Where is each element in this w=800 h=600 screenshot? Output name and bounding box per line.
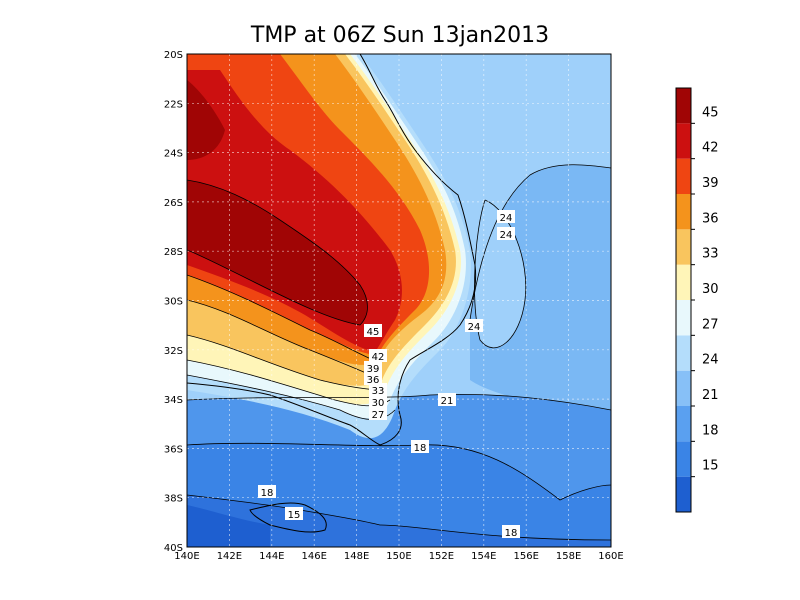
colorbar-segment xyxy=(676,476,691,512)
contour-label-box xyxy=(285,507,303,520)
contour-label-box xyxy=(438,393,456,406)
colorbar: 15 18 21 24 27 30 33 36 39 42 45 xyxy=(675,87,719,513)
colorbar-label: 30 xyxy=(702,282,719,297)
contour-label-box xyxy=(369,349,387,362)
lon-tick-label: 146E xyxy=(301,551,326,562)
lon-tick-label: 160E xyxy=(598,551,623,562)
contour-label: 24 xyxy=(500,213,513,224)
colorbar-label: 18 xyxy=(702,423,719,438)
contour-label: 45 xyxy=(367,327,380,338)
contour-label: 24 xyxy=(500,230,513,241)
lon-tick-label: 142E xyxy=(217,551,242,562)
colorbar-label: 36 xyxy=(702,211,719,226)
colorbar-segment xyxy=(676,264,691,300)
lon-tick-label: 140E xyxy=(174,551,199,562)
lat-tick-label: 22S xyxy=(164,99,183,110)
ocean-band-15 xyxy=(187,495,611,547)
coastline-south xyxy=(249,502,327,533)
contour-label: 18 xyxy=(414,443,427,454)
land-tasmania-cold xyxy=(187,505,270,547)
colorbar-segment xyxy=(676,300,691,336)
map-title: TMP at 06Z Sun 13jan2013 xyxy=(250,23,549,48)
land-band-hot-core xyxy=(187,180,368,325)
colorbar-label: 42 xyxy=(702,141,719,156)
colorbar-label: 24 xyxy=(702,353,719,368)
contour-label-box xyxy=(369,383,387,396)
colorbar-segment xyxy=(676,88,691,124)
contour-label: 21 xyxy=(441,396,454,407)
lon-tick-label: 148E xyxy=(344,551,369,562)
latitude-tick-labels: 20S 22S 24S 26S 28S 30S 32S 34S 36S 38S 40S xyxy=(164,50,183,554)
colorbar-label: 15 xyxy=(702,459,719,474)
lon-tick-label: 156E xyxy=(513,551,538,562)
contour-label: 39 xyxy=(367,364,380,375)
contour-label: 30 xyxy=(372,398,385,409)
contour-label: 15 xyxy=(288,510,301,521)
plot-area xyxy=(187,54,611,547)
lon-tick-label: 144E xyxy=(259,551,284,562)
longitude-tick-labels: 140E 142E 144E 146E 148E 150E 152E 154E 156E 158E… xyxy=(174,551,623,562)
lat-tick-label: 34S xyxy=(164,395,183,406)
contour-label-box xyxy=(258,485,276,498)
contour-label-box xyxy=(364,361,382,374)
contour-label-box xyxy=(364,324,382,337)
lat-tick-label: 26S xyxy=(164,198,183,209)
contour-label: 33 xyxy=(372,386,385,397)
colorbar-label: 21 xyxy=(702,388,719,403)
contour-label: 24 xyxy=(468,322,481,333)
lat-tick-label: 24S xyxy=(164,149,183,160)
coastline xyxy=(187,54,477,446)
lon-tick-label: 154E xyxy=(471,551,496,562)
colorbar-segment xyxy=(676,123,691,159)
colorbar-segment xyxy=(676,441,691,477)
lat-tick-label: 38S xyxy=(164,494,183,505)
lat-tick-label: 36S xyxy=(164,444,183,455)
colorbar-segment xyxy=(676,370,691,406)
contour-label-box xyxy=(411,440,429,453)
lat-tick-label: 20S xyxy=(164,50,183,61)
colorbar-segment xyxy=(676,229,691,265)
colorbar-label: 33 xyxy=(702,247,719,262)
lat-tick-label: 30S xyxy=(164,297,183,308)
contour-label-box xyxy=(369,407,387,420)
plot-frame xyxy=(186,53,612,548)
lat-tick-label: 32S xyxy=(164,346,183,357)
contour-label-box xyxy=(364,372,382,385)
lon-tick-label: 150E xyxy=(386,551,411,562)
colorbar-segment xyxy=(676,406,691,442)
colorbar-segment xyxy=(676,194,691,230)
contour-label-box xyxy=(497,210,515,223)
contour-label: 27 xyxy=(372,410,385,421)
contour-label: 18 xyxy=(505,528,518,539)
contour-label: 42 xyxy=(372,352,385,363)
contour-label: 18 xyxy=(261,488,274,499)
contour-label-box xyxy=(465,319,483,332)
colorbar-label: 45 xyxy=(702,105,719,120)
lon-tick-label: 158E xyxy=(556,551,581,562)
land-hot-patch-north xyxy=(187,80,225,160)
lat-tick-label: 40S xyxy=(164,543,183,554)
lon-tick-label: 152E xyxy=(429,551,454,562)
contour-label-box xyxy=(369,395,387,408)
contour-label-box xyxy=(497,227,515,240)
grid-lines xyxy=(187,54,611,547)
contour-label: 36 xyxy=(367,375,380,386)
contour-label-box xyxy=(502,525,520,538)
colorbar-segment xyxy=(676,335,691,371)
colorbar-segment xyxy=(676,158,691,194)
colorbar-label: 39 xyxy=(702,176,719,191)
colorbar-label: 27 xyxy=(702,317,719,332)
lat-tick-label: 28S xyxy=(164,247,183,258)
